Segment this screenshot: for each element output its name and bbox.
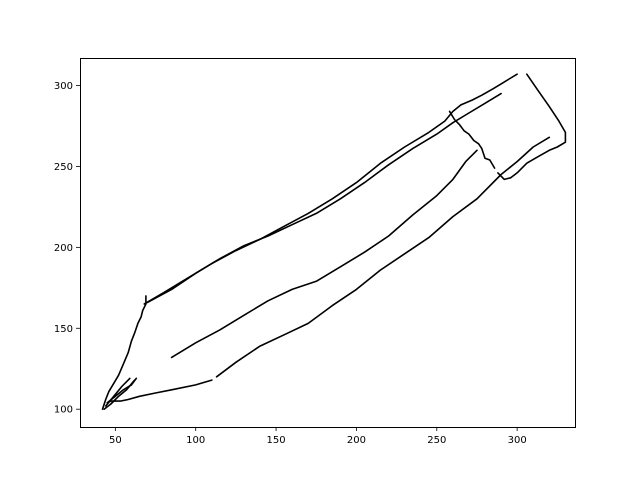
y-tick-label-1: 100 [54, 405, 73, 416]
series-line-12 [103, 398, 117, 411]
plot-frame [80, 58, 576, 428]
series-line-2 [143, 73, 518, 305]
series-line-5 [146, 92, 502, 304]
x-tick-label-5: 250 [427, 435, 446, 446]
series-line-1 [101, 295, 147, 411]
y-tick-label-5: 300 [54, 81, 73, 92]
lines-layer [101, 73, 567, 411]
x-tick-label-3: 150 [267, 435, 286, 446]
x-axis: 50 100 150 200 250 300 [109, 427, 527, 446]
series-line-4 [448, 110, 496, 169]
x-tick-label-4: 200 [347, 435, 366, 446]
series-line-8 [106, 379, 213, 404]
x-tick-label-1: 50 [109, 435, 122, 446]
y-tick-label-2: 150 [54, 324, 73, 335]
series-line-3 [497, 73, 567, 181]
x-tick-label-6: 300 [508, 435, 527, 446]
series-line-11 [104, 377, 131, 407]
series-line-7 [215, 136, 551, 378]
y-tick-label-4: 250 [54, 162, 73, 173]
series-line-6 [170, 149, 478, 359]
x-tick-label-2: 100 [186, 435, 205, 446]
y-tick-label-3: 200 [54, 243, 73, 254]
y-axis: 100 150 200 250 300 [54, 81, 81, 416]
